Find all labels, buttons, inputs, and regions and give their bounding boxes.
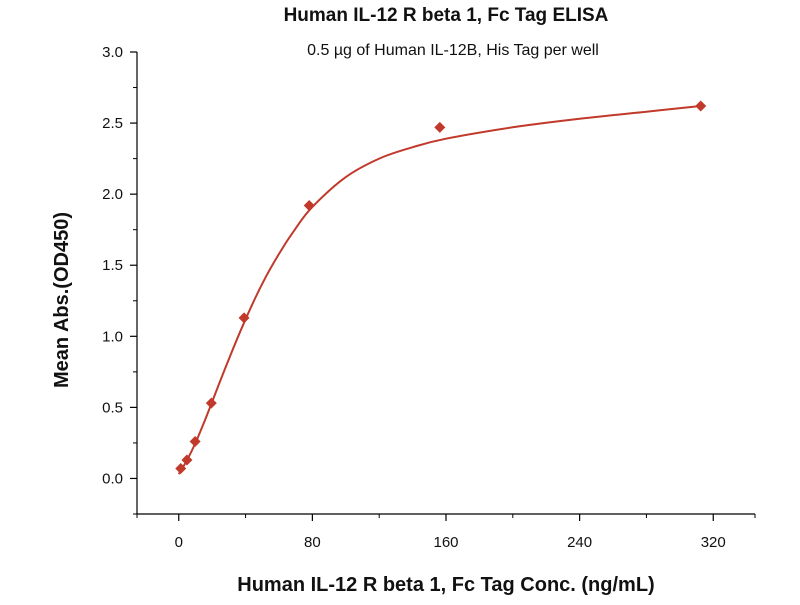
fit-curve (177, 105, 701, 475)
x-axis-title: Human IL-12 R beta 1, Fc Tag Conc. (ng/m… (237, 574, 654, 596)
data-point (181, 454, 193, 466)
data-points-layer (175, 100, 707, 475)
axes: 0.0 0.5 1.0 1.5 2.0 2.5 3.0 0 80 160 240 320 (102, 44, 756, 551)
y-axis-title: Mean Abs.(OD450) (51, 212, 73, 388)
y-tick-label: 2.5 (102, 115, 123, 132)
y-tick-label: 3.0 (102, 44, 123, 61)
x-tick-label: 320 (701, 534, 726, 551)
y-tick-label: 0.5 (102, 399, 123, 416)
data-point (189, 436, 201, 448)
y-tick-label: 1.0 (102, 328, 123, 345)
x-tick-label: 80 (304, 534, 321, 551)
chart-subtitle: 0.5 µg of Human IL-12B, His Tag per well (307, 42, 599, 59)
y-tick-label: 2.0 (102, 186, 123, 203)
data-point (695, 100, 707, 112)
x-tick-label: 160 (433, 534, 458, 551)
data-point (303, 200, 315, 212)
data-point (205, 397, 217, 409)
y-tick-label: 1.5 (102, 257, 123, 274)
data-point (238, 312, 250, 324)
y-tick-label: 0.0 (102, 470, 123, 487)
fit-curve-layer (177, 105, 701, 475)
data-point (175, 463, 187, 475)
x-tick-label: 0 (175, 534, 183, 551)
chart-title: Human IL-12 R beta 1, Fc Tag ELISA (284, 5, 609, 26)
data-point (434, 121, 446, 133)
x-tick-label: 240 (567, 534, 592, 551)
